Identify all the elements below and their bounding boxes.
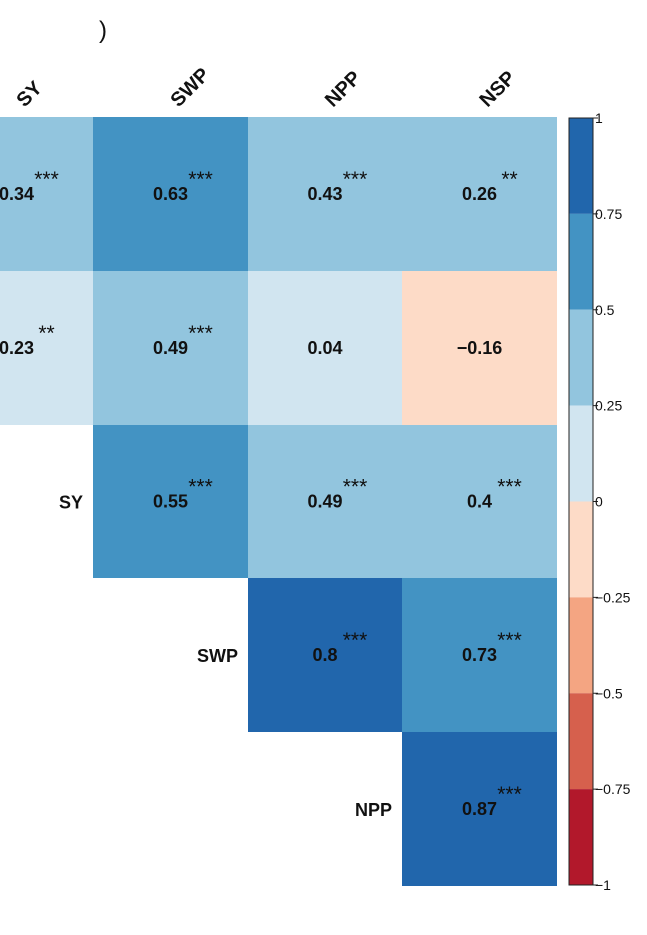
significance-stars: *** (188, 168, 213, 191)
cell-value-label: 0.4 (467, 492, 492, 512)
colorbar-tick-label: 0.5 (595, 302, 615, 318)
column-labels: SY SWP NPP NSP (12, 64, 520, 112)
column-label: SWP (166, 64, 214, 112)
top-edge-glyph: ) (99, 17, 107, 44)
colorbar-tick-label: −0.25 (595, 589, 631, 605)
cell-value-label: −0.16 (457, 338, 503, 358)
heatmap-cell (93, 271, 248, 425)
cell-value-label: 0.49 (307, 492, 342, 512)
heatmap-cells: 0.34***0.63***0.43***0.26**0.23**0.49***… (0, 117, 557, 886)
heatmap-cell (0, 117, 93, 271)
significance-stars: ** (501, 168, 517, 191)
cell-value-label: 0.04 (307, 338, 342, 358)
heatmap-cell (248, 425, 402, 578)
colorbar-tick-label: −0.5 (595, 685, 623, 701)
column-label: SY (12, 77, 47, 112)
cell-value-label: 0.43 (307, 184, 342, 204)
heatmap-cell (248, 117, 402, 271)
cell-value-label: 0.26 (462, 184, 497, 204)
heatmap-cell (93, 425, 248, 578)
cell-value-label: 0.23 (0, 338, 34, 358)
column-label: NPP (321, 67, 366, 112)
significance-stars: *** (497, 629, 522, 652)
colorbar: 1 0.75 0.5 0.25 0 −0.25 −0.5 −0.75 −1 (568, 110, 631, 893)
colorbar-tick-label: 0.25 (595, 398, 622, 414)
colorbar-bin (569, 693, 593, 790)
colorbar-tick-label: −1 (595, 877, 611, 893)
significance-stars: *** (497, 783, 522, 806)
heatmap-cell (402, 425, 557, 578)
cell-value-label: 0.55 (153, 492, 188, 512)
heatmap-cell (93, 117, 248, 271)
significance-stars: *** (188, 476, 213, 499)
cell-value-label: 0.87 (462, 799, 497, 819)
row-label: SWP (197, 646, 238, 666)
colorbar-bin (569, 405, 593, 502)
colorbar-bin (569, 597, 593, 694)
heatmap-cell (402, 117, 557, 271)
colorbar-tick-label: 0 (595, 494, 603, 510)
heatmap-cell (402, 732, 557, 886)
column-label: NSP (475, 67, 520, 112)
significance-stars: *** (188, 322, 213, 345)
colorbar-bin (569, 309, 593, 406)
colorbar-bin (569, 118, 593, 214)
significance-stars: *** (497, 476, 522, 499)
colorbar-tick-label: −0.75 (595, 781, 631, 797)
significance-stars: *** (343, 476, 368, 499)
heatmap-cell (0, 271, 93, 425)
row-labels: SY SWP NPP (59, 493, 392, 821)
heatmap-cell (248, 578, 402, 732)
colorbar-tick-label: 0.75 (595, 206, 622, 222)
cell-value-label: 0.73 (462, 645, 497, 665)
cell-value-label: 0.34 (0, 184, 34, 204)
significance-stars: ** (38, 322, 54, 345)
cell-value-label: 0.8 (312, 645, 337, 665)
significance-stars: *** (343, 629, 368, 652)
cell-value-label: 0.49 (153, 338, 188, 358)
row-label: NPP (355, 800, 392, 820)
significance-stars: *** (343, 168, 368, 191)
heatmap-cell (402, 578, 557, 732)
colorbar-tick-label: 1 (595, 110, 603, 126)
heatmap-cell (402, 271, 557, 425)
colorbar-bin (569, 213, 593, 310)
heatmap-cell (248, 271, 402, 425)
significance-stars: *** (34, 168, 59, 191)
row-label: SY (59, 493, 83, 513)
colorbar-bin (569, 501, 593, 598)
cell-value-label: 0.63 (153, 184, 188, 204)
colorbar-bin (569, 789, 593, 885)
